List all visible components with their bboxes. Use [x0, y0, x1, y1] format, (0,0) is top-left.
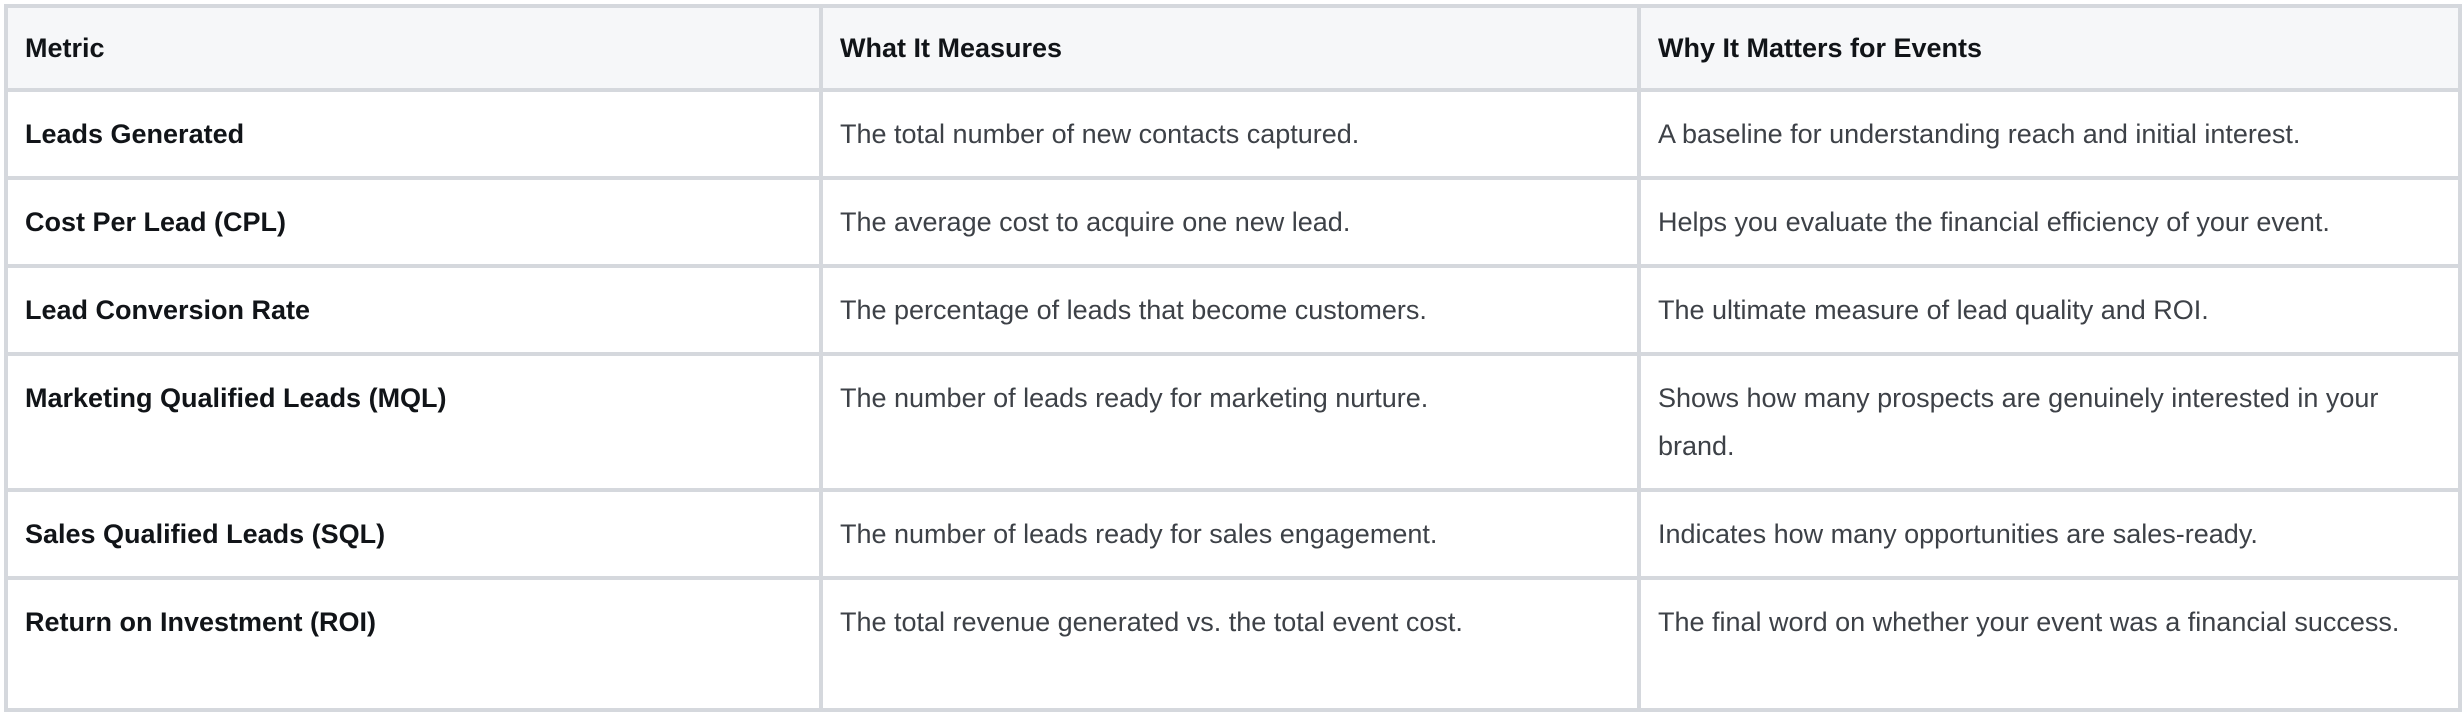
measures-cell: The average cost to acquire one new lead…: [819, 176, 1641, 268]
table-row: Lead Conversion Rate The percentage of l…: [4, 264, 2462, 356]
table-body: Leads Generated The total number of new …: [4, 88, 2462, 712]
measures-cell: The total number of new contacts capture…: [819, 88, 1641, 180]
header-row: Metric What It Measures Why It Matters f…: [4, 4, 2462, 92]
table-row: Sales Qualified Leads (SQL) The number o…: [4, 488, 2462, 580]
measures-cell: The percentage of leads that become cust…: [819, 264, 1641, 356]
metric-cell: Cost Per Lead (CPL): [4, 176, 823, 268]
matters-cell: The final word on whether your event was…: [1637, 576, 2462, 712]
metric-cell: Sales Qualified Leads (SQL): [4, 488, 823, 580]
table-row: Leads Generated The total number of new …: [4, 88, 2462, 180]
matters-cell: Helps you evaluate the financial efficie…: [1637, 176, 2462, 268]
measures-cell: The number of leads ready for sales enga…: [819, 488, 1641, 580]
metrics-table: Metric What It Measures Why It Matters f…: [4, 4, 2462, 712]
table-row: Cost Per Lead (CPL) The average cost to …: [4, 176, 2462, 268]
measures-cell: The number of leads ready for marketing …: [819, 352, 1641, 492]
metric-cell: Return on Investment (ROI): [4, 576, 823, 712]
header-why-it-matters: Why It Matters for Events: [1637, 4, 2462, 92]
metric-cell: Marketing Qualified Leads (MQL): [4, 352, 823, 492]
matters-cell: The ultimate measure of lead quality and…: [1637, 264, 2462, 356]
table-header: Metric What It Measures Why It Matters f…: [4, 4, 2462, 92]
header-metric: Metric: [4, 4, 823, 92]
matters-cell: Indicates how many opportunities are sal…: [1637, 488, 2462, 580]
metric-cell: Leads Generated: [4, 88, 823, 180]
metric-cell: Lead Conversion Rate: [4, 264, 823, 356]
matters-cell: Shows how many prospects are genuinely i…: [1637, 352, 2462, 492]
header-what-it-measures: What It Measures: [819, 4, 1641, 92]
measures-cell: The total revenue generated vs. the tota…: [819, 576, 1641, 712]
table-row: Return on Investment (ROI) The total rev…: [4, 576, 2462, 712]
table-row: Marketing Qualified Leads (MQL) The numb…: [4, 352, 2462, 492]
matters-cell: A baseline for understanding reach and i…: [1637, 88, 2462, 180]
